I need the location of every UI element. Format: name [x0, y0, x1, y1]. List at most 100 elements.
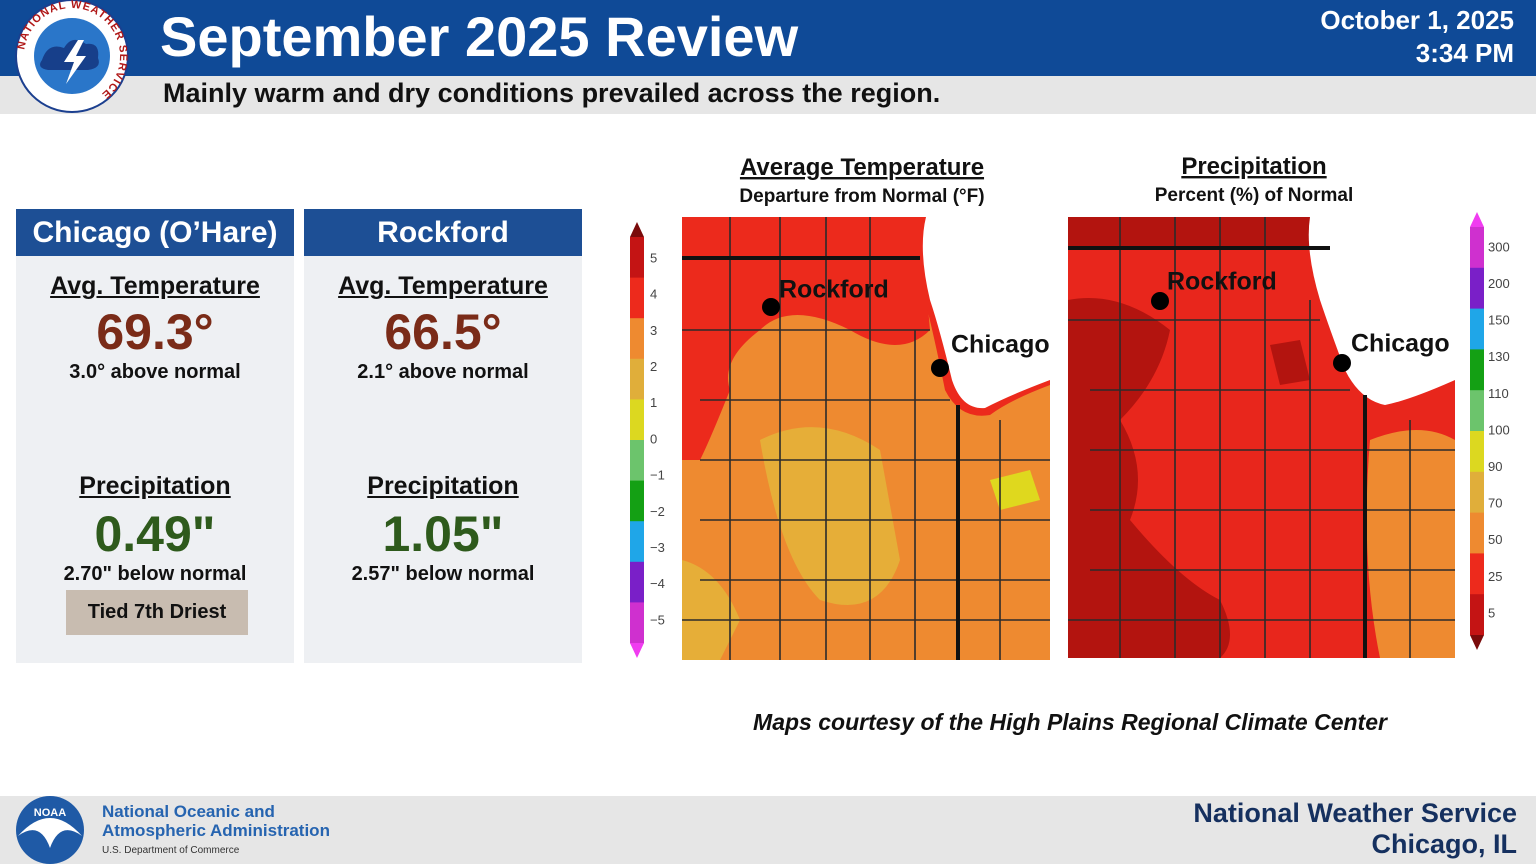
map-subtitle: Departure from Normal (°F): [739, 186, 984, 207]
city-dot: [1333, 354, 1351, 372]
colorbar-cap: [630, 222, 644, 237]
nws-location: Chicago, IL: [1371, 829, 1517, 859]
noaa-logo-wave: [18, 818, 82, 848]
precip-map-dry: [1068, 298, 1230, 658]
colorbar-segment: [1470, 267, 1484, 310]
map-title: Precipitation: [1181, 153, 1326, 180]
maps: [682, 217, 1455, 660]
noaa-logo-text: NOAA: [34, 807, 66, 819]
colorbar-label: 50: [1488, 532, 1502, 547]
temp-label: Avg. Temperature: [338, 272, 548, 300]
temp-label: Avg. Temperature: [50, 272, 260, 300]
record-badge: Tied 7th Driest: [66, 590, 248, 635]
temp-map-patch: [760, 427, 900, 605]
colorbar-label: 5: [1488, 605, 1495, 620]
station-card: Rockford Avg. Temperature 66.5° 2.1° above …: [304, 209, 582, 663]
colorbar-segment: [1470, 553, 1484, 595]
precip-map-patch: [1366, 430, 1455, 658]
temp-map-patch: [990, 470, 1040, 510]
map-title: Average Temperature: [740, 154, 984, 181]
colorbar-segment: [630, 440, 644, 482]
header-bar: [0, 0, 1536, 76]
temp-map-warm: [682, 217, 930, 460]
colorbar-segment: [630, 561, 644, 603]
time: 3:34 PM: [1415, 38, 1514, 68]
colorbar-segment: [630, 318, 644, 360]
colorbar-label: −1: [650, 468, 665, 483]
colorbar-label: 300: [1488, 239, 1510, 254]
colorbar-label: −4: [650, 576, 665, 591]
colorbar-label: 200: [1488, 276, 1510, 291]
city-dot: [1151, 292, 1169, 310]
precip-value: 1.05": [382, 506, 504, 562]
station-name: Rockford: [304, 209, 582, 256]
date: October 1, 2025: [1320, 5, 1514, 35]
map-subtitle: Percent (%) of Normal: [1155, 185, 1353, 206]
colorbar-segment: [630, 277, 644, 319]
city-label: Chicago: [951, 331, 1050, 359]
precip-map-dry: [1068, 217, 1310, 248]
temp-value: 66.5°: [384, 304, 502, 360]
subtitle: Mainly warm and dry conditions prevailed…: [163, 78, 941, 108]
colorbar-label: 90: [1488, 459, 1502, 474]
noaa-line1: National Oceanic and: [102, 802, 275, 821]
colorbar-label: 110: [1488, 386, 1509, 401]
colorbar-segment: [1470, 594, 1484, 636]
colorbar-segment: [630, 602, 644, 644]
colorbar-label: 5: [650, 250, 657, 265]
colorbar-label: −5: [650, 612, 665, 627]
temp-map-patch: [682, 560, 740, 660]
colorbar-segment: [1470, 471, 1484, 514]
colorbar-label: 70: [1488, 496, 1502, 511]
colorbar-label: −3: [650, 540, 665, 555]
colorbar-segment: [1470, 227, 1484, 269]
temp-note: 2.1° above normal: [357, 361, 529, 383]
colorbar-segment: [1470, 349, 1484, 391]
colorbar-cap: [1470, 635, 1484, 650]
noaa-sub: U.S. Department of Commerce: [102, 845, 240, 856]
colorbar-label: −2: [650, 504, 665, 519]
colorbar-label: 150: [1488, 313, 1510, 328]
title: September 2025 Review: [160, 5, 799, 68]
nws-name: National Weather Service: [1193, 798, 1517, 828]
colorbar-label: 130: [1488, 349, 1510, 364]
subtitle-bar: [0, 76, 1536, 114]
station-name: Chicago (O’Hare): [16, 209, 294, 256]
temp-map-counties: [682, 217, 1050, 660]
temp-map-patch: [740, 333, 880, 418]
colorbar-label: 100: [1488, 422, 1510, 437]
precip-map-dry: [1270, 340, 1310, 385]
colorbar-label: 0: [650, 431, 657, 446]
colorbar-segment: [630, 358, 644, 400]
colorbar-segment: [1470, 390, 1484, 432]
city-label: Rockford: [1167, 268, 1277, 296]
noaa-line2: Atmospheric Administration: [102, 821, 330, 840]
temp-note: 3.0° above normal: [69, 361, 241, 383]
footer-bar: [0, 796, 1536, 864]
logo-bolt: [64, 40, 86, 84]
colorbar-label: 25: [1488, 569, 1502, 584]
precip-label: Precipitation: [367, 472, 519, 500]
credit: Maps courtesy of the High Plains Regiona…: [753, 709, 1387, 735]
colorbar-label: 1: [650, 395, 657, 410]
colorbar-segment: [1470, 308, 1484, 350]
colorbar-cap: [630, 643, 644, 658]
colorbar-segment: [630, 521, 644, 563]
colorbar-segment: [1470, 431, 1484, 473]
precip-note: 2.70" below normal: [63, 563, 247, 585]
colorbar-label: 2: [650, 359, 657, 374]
colorbar-segment: [630, 480, 644, 522]
nws-logo: [15, 0, 129, 113]
city-label: Rockford: [779, 276, 889, 304]
colorbar-cap: [1470, 212, 1484, 227]
station-card: Chicago (O’Hare) Avg. Temperature 69.3° 3.0…: [16, 209, 294, 663]
colorbar-segment: [1470, 512, 1484, 554]
city-label: Chicago: [1351, 330, 1450, 358]
precip-label: Precipitation: [79, 472, 231, 500]
colorbar-segment: [630, 399, 644, 441]
city-dot: [762, 298, 780, 316]
colorbar-label: 4: [650, 287, 657, 302]
temp-map-lake: [922, 217, 1050, 409]
